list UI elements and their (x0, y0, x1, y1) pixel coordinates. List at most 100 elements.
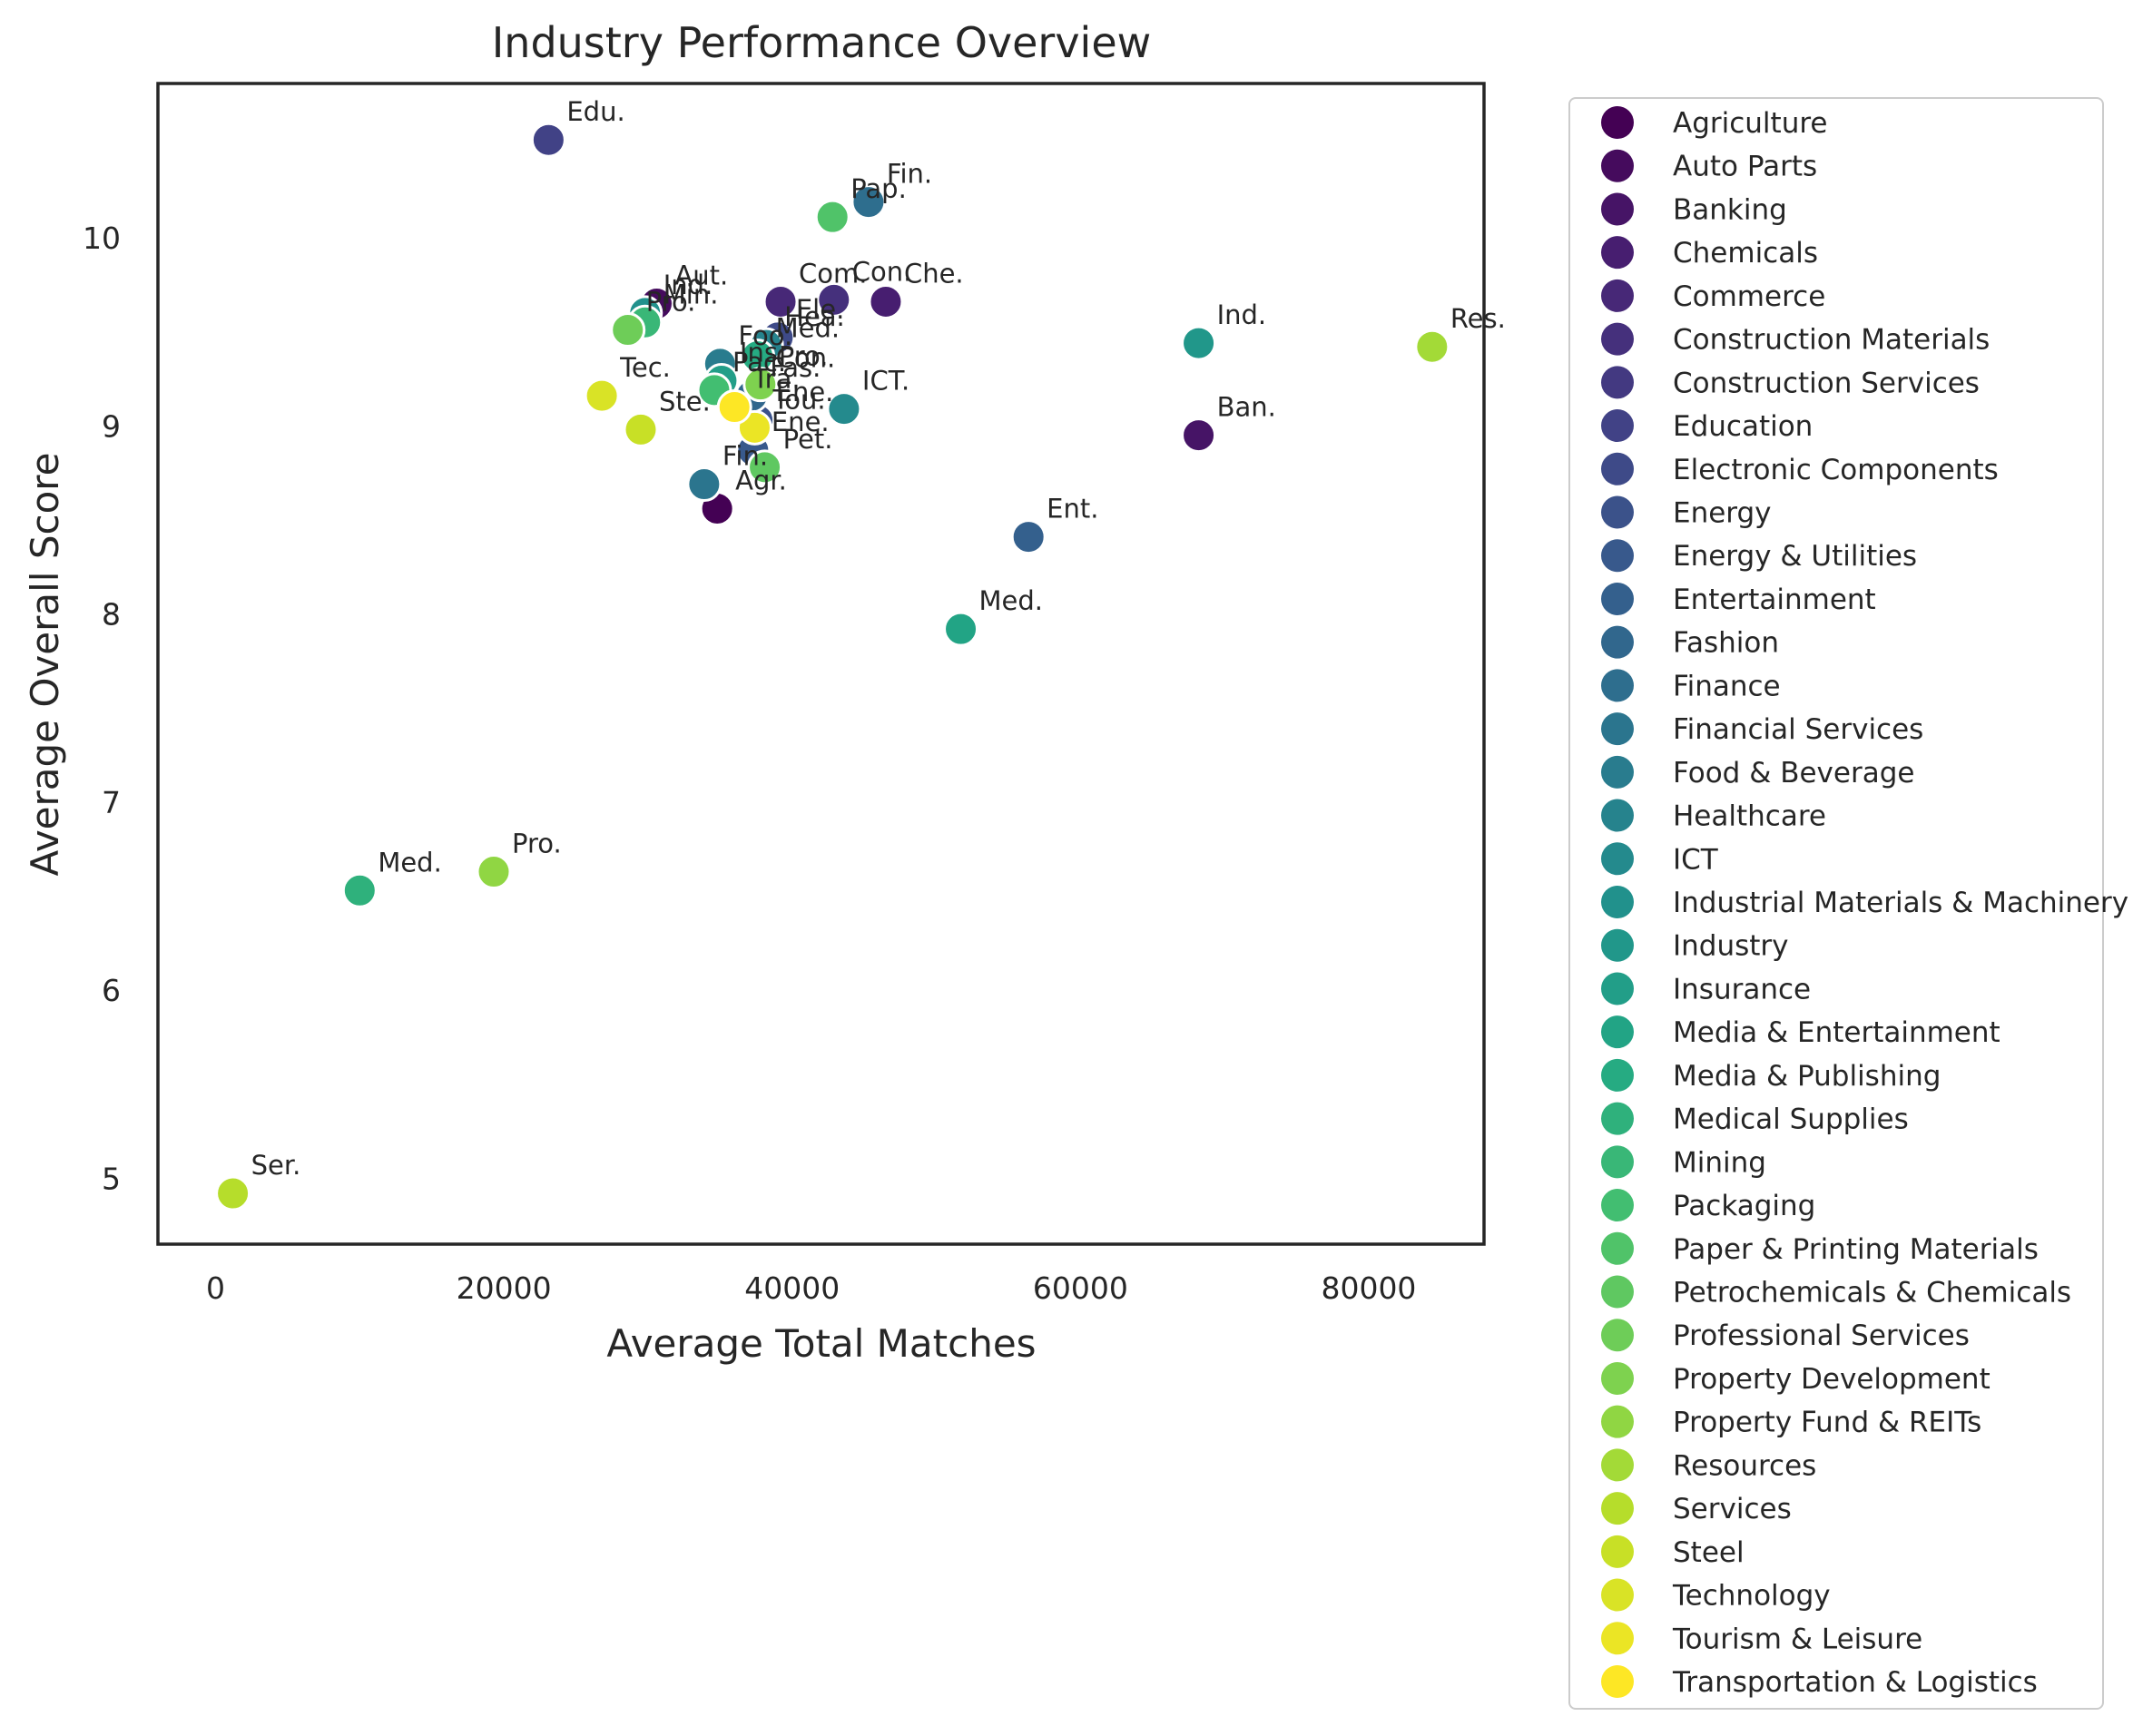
legend-marker (1601, 712, 1634, 746)
point-label: Pet. (783, 424, 833, 455)
legend-marker (1601, 1319, 1634, 1352)
y-axis-label: Average Overall Score (23, 453, 67, 877)
legend-marker (1601, 322, 1634, 356)
legend-marker (1601, 1189, 1634, 1222)
x-tick-label: 60000 (1033, 1270, 1128, 1306)
data-point (747, 449, 783, 485)
point-label: Fin. (887, 159, 932, 190)
point-label: Pro. (512, 829, 562, 859)
point-label: Res. (1450, 303, 1506, 334)
legend-marker (1601, 279, 1634, 312)
legend-entry: Resources (1673, 1449, 1816, 1482)
legend-marker (1601, 236, 1634, 270)
data-point (716, 389, 752, 426)
point-label: Pap. (850, 173, 907, 204)
legend-entry: Media & Entertainment (1673, 1016, 2000, 1049)
legend-marker (1601, 1102, 1634, 1135)
legend-entry: Media & Publishing (1673, 1060, 1941, 1093)
data-point (341, 872, 378, 908)
legend-entry: Finance (1673, 670, 1781, 702)
data-point (584, 378, 620, 414)
legend-entry: Construction Materials (1673, 324, 1990, 357)
point-label: Ins. (740, 338, 786, 368)
legend-marker (1601, 1448, 1634, 1482)
legend-entry: Energy & Utilities (1673, 540, 1917, 573)
legend-marker (1601, 972, 1634, 1005)
legend-marker (1601, 366, 1634, 399)
point-label: Tra. (752, 364, 800, 395)
point-label: Con. (776, 343, 836, 374)
point-label: Ele. (796, 294, 844, 325)
x-tick-label: 40000 (744, 1270, 840, 1306)
x-tick-label: 0 (206, 1270, 225, 1306)
legend-marker (1601, 1535, 1634, 1568)
legend-entry: Mining (1673, 1146, 1766, 1179)
legend-entry: Steel (1673, 1536, 1745, 1569)
point-label: Com. (799, 258, 867, 289)
legend-entry: Packaging (1673, 1190, 1815, 1222)
legend-entry: Construction Services (1673, 367, 1980, 399)
legend-marker (1601, 106, 1634, 139)
legend-entry: Petrochemicals & Chemicals (1673, 1277, 2071, 1309)
legend-entry: Paper & Printing Materials (1673, 1233, 2039, 1266)
data-point (1010, 519, 1047, 555)
legend-marker (1601, 1145, 1634, 1179)
data-point (868, 283, 904, 319)
legend-entry: Food & Beverage (1673, 757, 1914, 790)
legend-frame (1568, 97, 2104, 1710)
legend-marker (1601, 539, 1634, 573)
point-label: Foo. (738, 320, 792, 351)
point-label: Med. (378, 847, 442, 878)
point-label: Ind. (663, 270, 713, 300)
legend-entry: Electronic Components (1673, 454, 1999, 486)
point-label: Ste. (659, 386, 711, 417)
data-point (814, 199, 850, 235)
legend-marker (1601, 1622, 1634, 1655)
point-label: Tec. (619, 352, 671, 383)
legend-marker (1601, 495, 1634, 529)
point-label: Ent. (1047, 494, 1098, 525)
x-tick-label: 20000 (457, 1270, 552, 1306)
point-label: Med. (776, 313, 840, 344)
data-point (1181, 325, 1217, 361)
y-tick-label: 7 (102, 785, 121, 820)
data-point (530, 122, 566, 158)
y-tick-label: 8 (102, 597, 121, 633)
legend-marker (1601, 928, 1634, 962)
legend-entry: Commerce (1673, 280, 1825, 313)
legend-entry: Industrial Materials & Machinery (1673, 887, 2128, 919)
data-point (686, 466, 722, 503)
legend-entry: Property Development (1673, 1363, 1990, 1396)
x-tick-label: 80000 (1321, 1270, 1416, 1306)
legend-marker (1601, 625, 1634, 659)
data-point (1414, 329, 1450, 365)
data-point (742, 367, 779, 403)
legend-marker (1601, 799, 1634, 832)
legend-entry: Professional Services (1673, 1319, 1970, 1352)
legend-marker (1601, 755, 1634, 789)
legend-marker (1601, 1231, 1634, 1265)
legend-marker (1601, 192, 1634, 226)
legend-marker (1601, 1361, 1634, 1395)
point-label: Pro. (779, 341, 829, 372)
legend-marker (1601, 842, 1634, 876)
plot-frame (156, 82, 1486, 1246)
legend-marker (1601, 452, 1634, 485)
data-point (826, 391, 862, 427)
legend-marker (1601, 886, 1634, 918)
data-point (850, 184, 887, 221)
data-point (1181, 417, 1217, 454)
legend-entry: Auto Parts (1673, 151, 1817, 183)
legend-entry: Financial Services (1673, 713, 1923, 746)
point-label: Med. (979, 585, 1044, 616)
x-axis-label: Average Total Matches (606, 1321, 1036, 1366)
legend-marker (1601, 1492, 1634, 1525)
point-label: Fas. (770, 352, 821, 383)
point-label: Ban. (1217, 392, 1276, 423)
legend-entry: Banking (1673, 193, 1787, 226)
y-axis-ticks: 5 6 7 8 9 10 (83, 221, 121, 1196)
y-tick-label: 5 (102, 1161, 121, 1196)
point-label: Edu. (566, 96, 624, 127)
point-label: Tou. (772, 384, 825, 415)
legend-marker (1601, 1578, 1634, 1612)
